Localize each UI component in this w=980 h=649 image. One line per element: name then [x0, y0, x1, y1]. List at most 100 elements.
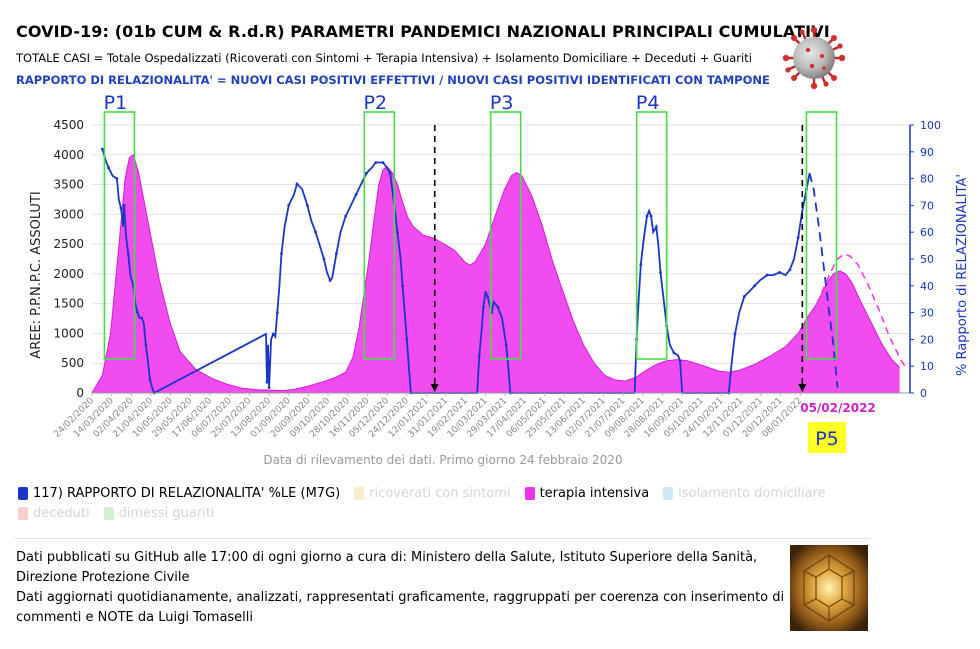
y-tick-label: 4000 — [53, 148, 84, 162]
y-tick-label: 2000 — [53, 267, 84, 281]
y-axis-label: AREE: P.P.N.P.C. ASSOLUTI — [29, 191, 44, 358]
y-tick-label: 3000 — [53, 207, 84, 221]
credits-line: Dati aggiornati quotidianamente, analizz… — [16, 590, 785, 605]
guariti-swatch-icon — [103, 507, 114, 520]
y2-tick-label: 80 — [920, 173, 934, 186]
ratio-point — [140, 316, 144, 320]
ratio-point — [477, 354, 481, 357]
ratio-point — [148, 378, 152, 381]
ratio-point — [136, 311, 139, 314]
ratio-point — [115, 177, 119, 180]
ratio-point — [654, 225, 658, 229]
ratio-point — [381, 161, 385, 164]
y2-tick-label: 40 — [920, 280, 934, 293]
y2-axis-label: % Rapporto di RELAZIONALITA' — [955, 174, 970, 376]
ratio-point — [678, 359, 682, 363]
ratio-point — [396, 230, 399, 234]
peak-box-p2 — [363, 111, 396, 360]
y2-tick-label: 30 — [920, 307, 934, 320]
terapia-intensiva-area — [92, 154, 900, 393]
ratio-point — [122, 204, 126, 207]
chart-title: COVID-19: (01b CUM & R.d.R) PARAMETRI PA… — [16, 22, 830, 41]
down-arrow-icon — [430, 384, 439, 392]
ratio-point — [778, 271, 781, 274]
ratio-point — [374, 161, 378, 164]
author-photo — [790, 545, 868, 631]
terapia-intensiva-forecast-line — [816, 253, 906, 367]
legend-item-ricoverati[interactable]: ricoverati con sintomi — [354, 486, 511, 501]
peak-box-p5 — [805, 111, 838, 360]
ratio-point — [649, 214, 653, 218]
ratio-point — [788, 268, 792, 272]
ratio-point — [639, 262, 643, 266]
p5-label: P5 — [808, 422, 846, 453]
y2-tick-label: 70 — [920, 199, 934, 212]
ratio-point — [275, 311, 279, 314]
terapia-swatch-icon — [524, 487, 535, 500]
legend-label: dimessi guariti — [118, 506, 215, 521]
ratio-point — [305, 204, 309, 207]
ratio-point — [287, 204, 291, 207]
ratio-point — [280, 252, 283, 256]
ratio-point — [659, 271, 662, 274]
credits-line: Dati pubblicati su GitHub alle 17:00 di … — [16, 550, 758, 565]
ratio-line — [101, 148, 811, 395]
ratio-point — [144, 343, 148, 347]
legend-item-ratio[interactable]: 117) RAPPORTO DI RELAZIONALITA' %LE (M7G… — [18, 486, 340, 501]
peak-label-p3: P3 — [490, 95, 514, 114]
ratio-point — [354, 193, 358, 197]
legend-item-isolamento[interactable]: isolamento domiciliare — [663, 486, 826, 501]
ratio-point — [796, 236, 800, 239]
peak-box-p3 — [489, 111, 522, 360]
legend-row-1: 117) RAPPORTO DI RELAZIONALITA' %LE (M7G… — [18, 486, 826, 501]
y-tick-label: 2500 — [53, 237, 84, 251]
ratio-point — [401, 284, 405, 288]
ratio-point — [504, 343, 508, 347]
peak-label-p4: P4 — [636, 95, 660, 114]
ratio-point — [107, 166, 110, 170]
peak-label-p2: P2 — [364, 95, 388, 114]
ratio-point — [295, 182, 299, 186]
legend-label: ricoverati con sintomi — [369, 486, 511, 501]
ratio-point — [322, 257, 326, 261]
y-tick-label: 4500 — [53, 118, 84, 132]
ratio-point — [742, 295, 746, 298]
legend-item-terapia[interactable]: terapia intensiva — [524, 486, 650, 501]
ratio-swatch-icon — [18, 487, 28, 500]
isolamento-swatch-icon — [663, 487, 674, 500]
y2-tick-label: 0 — [920, 387, 927, 400]
p5-label-text: P5 — [815, 428, 839, 450]
ratio-point — [267, 386, 271, 390]
legend-item-deceduti[interactable]: deceduti — [18, 506, 90, 521]
legend-item-guariti[interactable]: dimessi guariti — [103, 506, 215, 521]
peak-box-p1 — [103, 111, 136, 360]
ratio-definition: RAPPORTO DI RELAZIONALITA' = NUOVI CASI … — [16, 73, 770, 87]
peak-box-p4 — [635, 111, 668, 360]
credits-line: commenti e NOTE da Luigi Tomaselli — [16, 610, 254, 625]
y2-tick-label: 60 — [920, 226, 934, 239]
pandemic-chart: P1 P2 P3 P4 0500100015002000250030003500400… — [29, 95, 970, 467]
ratio-point — [733, 332, 737, 336]
ratio-point — [328, 279, 332, 282]
y2-tick-label: 20 — [920, 333, 934, 346]
ratio-point — [334, 252, 338, 256]
ratio-point — [486, 295, 489, 298]
credits-line: Direzione Protezione Civile — [16, 570, 190, 585]
ratio-point — [364, 171, 368, 175]
down-arrow-icon — [798, 384, 807, 392]
terapia-intensiva-outline — [91, 153, 900, 394]
ratio-point — [481, 305, 485, 309]
highlight-date-label: 05/02/2022 — [800, 401, 876, 415]
x-axis-label: Data di rilevamento dei dati. Primo gior… — [263, 453, 622, 467]
data-credits: Dati pubblicati su GitHub alle 17:00 di … — [16, 548, 786, 628]
ratio-point — [119, 206, 123, 210]
y2-tick-label: 100 — [920, 119, 941, 132]
y-tick-label: 3500 — [53, 178, 84, 192]
legend-label: terapia intensiva — [539, 486, 650, 501]
ratio-point — [265, 380, 269, 384]
y2-tick-label: 10 — [920, 360, 934, 373]
ratio-point — [388, 171, 392, 175]
legend-label: isolamento domiciliare — [678, 486, 826, 501]
divider — [14, 538, 870, 539]
ratio-point — [344, 214, 348, 218]
